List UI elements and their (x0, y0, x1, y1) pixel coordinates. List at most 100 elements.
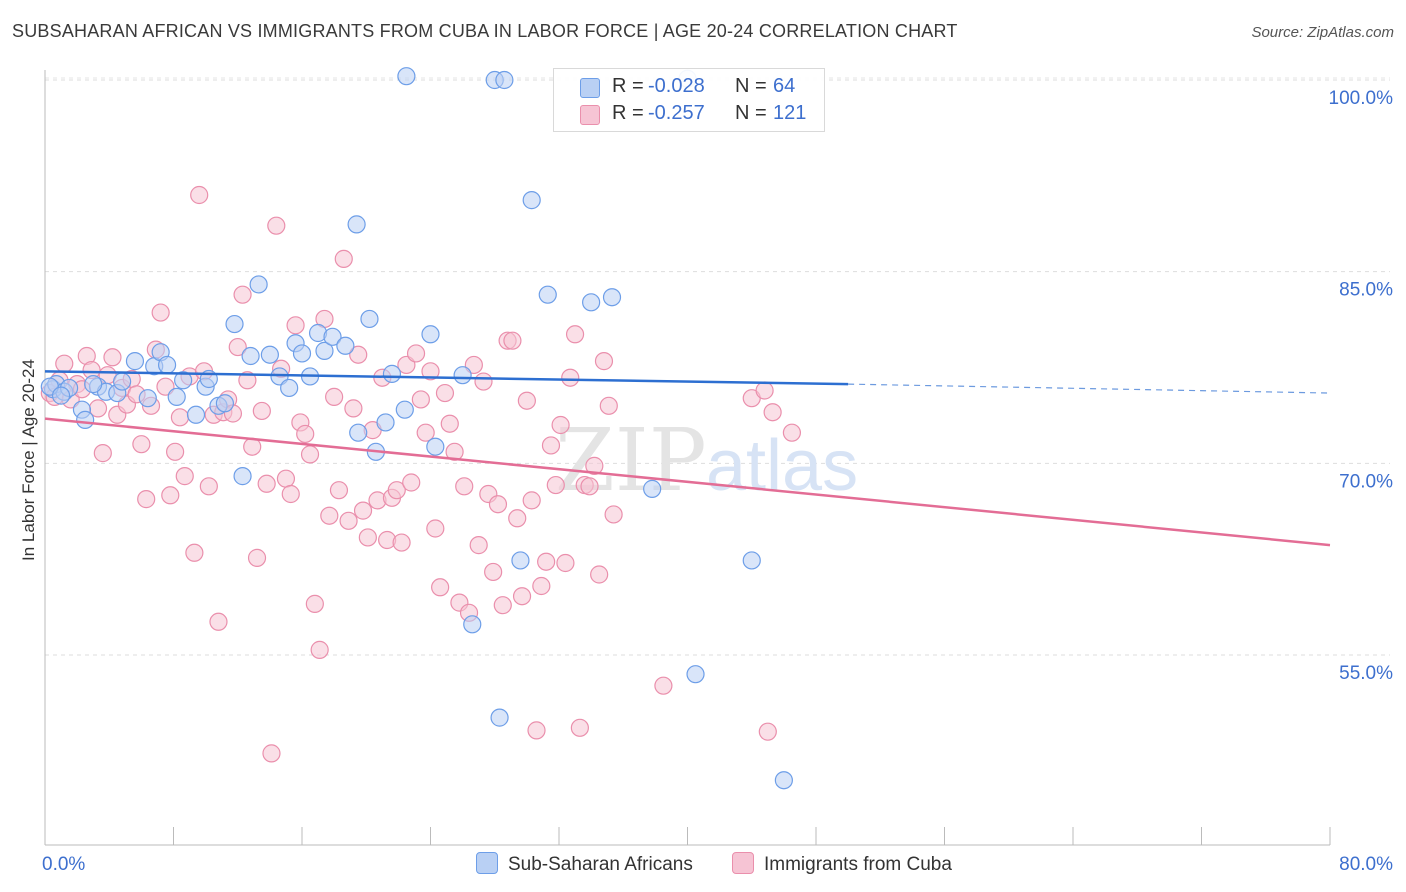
point-cuba (512, 587, 532, 606)
point-cuba (758, 722, 777, 741)
point-cuba (546, 475, 565, 495)
point-cuba (594, 352, 614, 371)
point-subsaharan (686, 665, 705, 684)
point-subsaharan (490, 708, 509, 727)
point-subsaharan (241, 346, 260, 366)
point-cuba (151, 303, 170, 322)
point-subsaharan (323, 327, 342, 346)
point-cuba (411, 390, 430, 409)
y-axis-title: In Labor Force | Age 20-24 (19, 359, 38, 561)
point-subsaharan (495, 70, 514, 90)
point-cuba (580, 477, 599, 496)
point-cuba (190, 185, 209, 205)
point-cuba (527, 721, 546, 740)
point-subsaharan (643, 479, 662, 498)
point-cuba (445, 442, 464, 461)
point-cuba (561, 368, 580, 387)
point-subsaharan (382, 364, 402, 383)
point-subsaharan (233, 467, 252, 486)
point-cuba (281, 484, 300, 504)
trend-line-subsaharan-extension (848, 383, 1331, 394)
point-subsaharan (84, 375, 103, 394)
point-cuba (247, 548, 267, 567)
point-cuba (175, 467, 194, 486)
point-cuba (435, 383, 455, 403)
point-cuba (358, 528, 377, 547)
point-cuba (416, 423, 435, 442)
legend-n-label: N = (735, 102, 767, 124)
point-subsaharan (463, 615, 482, 634)
point-subsaharan (742, 551, 761, 570)
point-cuba (276, 469, 296, 488)
point-cuba (103, 348, 122, 367)
point-subsaharan (315, 341, 334, 360)
point-subsaharan (249, 275, 268, 294)
point-cuba (755, 381, 774, 400)
point-subsaharan (582, 293, 601, 312)
point-subsaharan (138, 389, 157, 408)
trend-line-cuba (44, 417, 1331, 547)
point-subsaharan (522, 191, 541, 210)
point-cuba (431, 578, 450, 597)
point-cuba (166, 442, 185, 461)
point-cuba (267, 216, 286, 235)
point-subsaharan (426, 437, 445, 456)
point-cuba (286, 316, 305, 335)
point-cuba (132, 435, 151, 454)
point-subsaharan (538, 285, 557, 304)
point-cuba (325, 387, 344, 406)
y-tick-label: 55.0% (1339, 663, 1393, 684)
chart-title: SUBSAHARAN AFRICAN VS IMMIGRANTS FROM CU… (12, 21, 958, 41)
point-cuba (484, 562, 503, 582)
point-subsaharan (347, 215, 366, 234)
point-subsaharan (280, 378, 299, 398)
point-subsaharan (157, 355, 177, 375)
point-cuba (199, 477, 218, 496)
point-cuba (185, 543, 204, 562)
point-subsaharan (51, 386, 71, 405)
point-subsaharan (376, 413, 395, 432)
point-cuba (406, 344, 426, 363)
point-cuba (551, 415, 570, 435)
point-cuba (233, 285, 252, 304)
x-tick-label: 80.0% (1339, 854, 1393, 875)
point-cuba (493, 596, 512, 615)
point-cuba (556, 553, 575, 573)
point-cuba (508, 509, 527, 528)
point-cuba (585, 456, 604, 475)
point-cuba (339, 511, 358, 530)
point-subsaharan (112, 372, 132, 391)
legend-box: R = -0.028 N = 64 R = -0.257 N = 121 (553, 68, 825, 132)
bottom-legend-subsaharan: Sub-Saharan Africans (476, 852, 693, 876)
bottom-legend-swatch-blue (476, 852, 498, 874)
tick-labels: 100.0% 85.0% 70.0% 55.0% 0.0% 80.0% (42, 88, 1393, 875)
point-cuba (522, 491, 541, 510)
point-cuba (344, 399, 363, 418)
point-cuba (532, 576, 551, 596)
point-subsaharan (395, 400, 414, 419)
bottom-legend-cuba: Immigrants from Cuba (732, 852, 952, 876)
point-cuba (93, 444, 112, 463)
point-subsaharan (215, 394, 234, 413)
legend-r-value: -0.257 (648, 102, 705, 124)
watermark: ZIP atlas (555, 411, 858, 511)
watermark-atlas: atlas (706, 426, 858, 506)
point-cuba (763, 403, 782, 422)
point-cuba (402, 473, 421, 492)
point-cuba (257, 474, 276, 493)
point-subsaharan (360, 309, 379, 329)
x-tick-label: 0.0% (42, 854, 85, 875)
axes (44, 70, 1331, 846)
point-cuba (426, 519, 445, 538)
point-cuba (329, 481, 349, 500)
point-cuba (782, 423, 802, 442)
point-cuba (300, 445, 320, 464)
trend-lines (44, 370, 1331, 547)
point-cuba (421, 362, 440, 381)
point-cuba (517, 391, 536, 410)
legend-r-label: R = (612, 75, 644, 97)
trend-line-subsaharan (44, 370, 849, 386)
point-subsaharan (167, 387, 186, 406)
legend-r-value: -0.028 (648, 75, 705, 97)
point-cuba (604, 505, 623, 524)
